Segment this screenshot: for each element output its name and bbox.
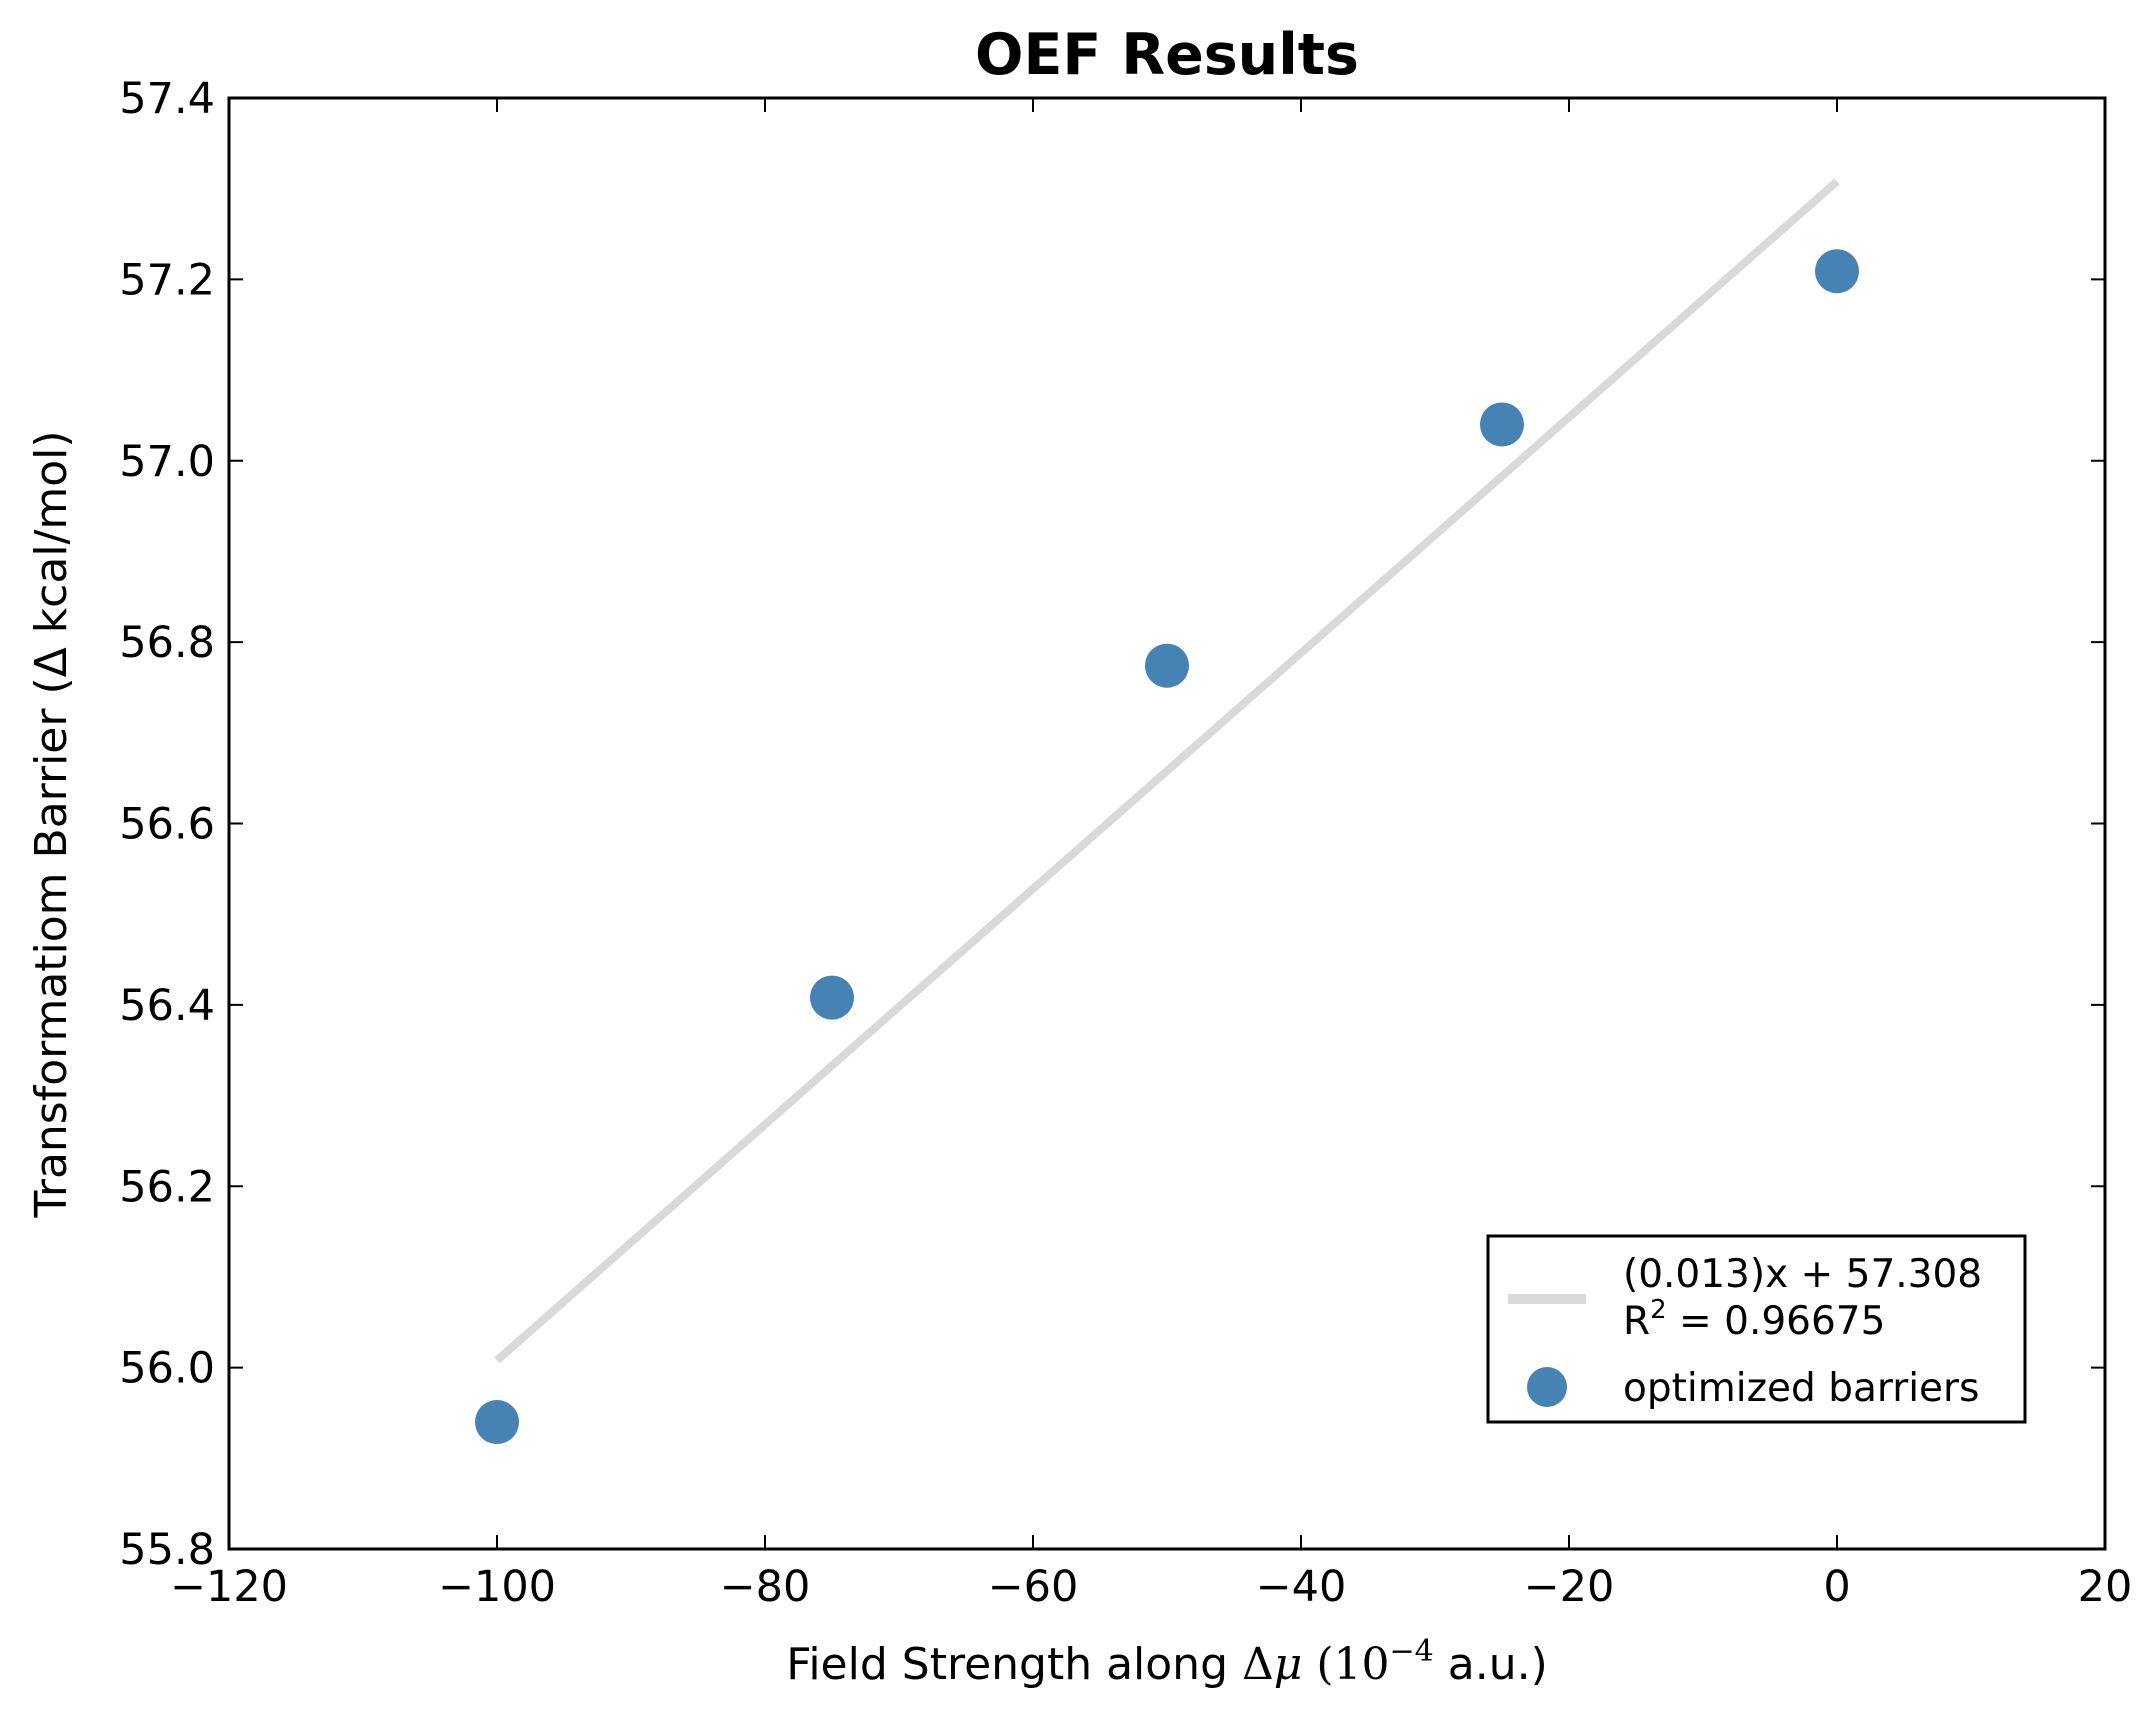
x-axis-label-base: 10	[1334, 1639, 1390, 1690]
y-tick-label: 56.6	[119, 800, 215, 850]
axes-frame	[227, 96, 2107, 1551]
x-tick-label: −40	[1256, 1562, 1347, 1612]
x-tick-label: −120	[170, 1562, 288, 1612]
legend: (0.013)x + 57.308 R2 = 0.96675 optimized…	[1486, 1234, 2027, 1424]
data-point	[1145, 643, 1189, 688]
legend-scatter-label: optimized barriers	[1623, 1366, 1979, 1411]
y-tick-label: 57.2	[119, 255, 215, 305]
legend-r-value: = 0.96675	[1667, 1299, 1886, 1344]
legend-r-superscript: 2	[1650, 1295, 1667, 1325]
y-tick-label: 57.0	[119, 437, 215, 487]
fit-line	[494, 178, 1840, 1364]
x-axis-label-suffix: a.u.)	[1434, 1639, 1548, 1690]
x-tick-label: −20	[1524, 1562, 1615, 1612]
y-tick-label: 56.2	[119, 1162, 215, 1212]
data-point	[475, 1400, 519, 1445]
y-tick-label: 56.4	[119, 981, 215, 1031]
x-axis-label-paren: (	[1302, 1639, 1333, 1690]
x-axis-label-delta: Δ	[1242, 1639, 1274, 1690]
x-tick-label: −100	[438, 1562, 556, 1612]
x-tick-label: −60	[988, 1562, 1079, 1612]
x-axis-label-prefix: Field Strength along	[786, 1639, 1242, 1690]
legend-scatter-marker	[1527, 1367, 1567, 1407]
x-axis-ticks: −120 −100 −80 −60 −40 −20 0 20	[170, 98, 2132, 1612]
legend-fit-r-squared: R2 = 0.96675	[1623, 1295, 1885, 1344]
x-axis-label-exponent: −4	[1390, 1634, 1434, 1669]
chart-title: OEF Results	[975, 22, 1359, 88]
legend-r-letter: R	[1623, 1299, 1650, 1344]
plot-area	[475, 178, 1859, 1445]
data-point	[810, 975, 854, 1020]
legend-fit-equation: (0.013)x + 57.308	[1623, 1252, 1982, 1297]
x-axis-label-mu: μ	[1274, 1639, 1303, 1690]
x-tick-label: 0	[1823, 1562, 1850, 1612]
y-tick-label: 57.4	[119, 74, 215, 124]
y-tick-label: 56.0	[119, 1344, 215, 1394]
x-axis-label: Field Strength along Δμ (10−4 a.u.)	[786, 1634, 1548, 1690]
legend-box	[1486, 1234, 2027, 1424]
y-axis-ticks: 55.8 56.0 56.2 56.4 56.6 56.8 57.0 57.2 57.4	[119, 74, 2105, 1575]
x-tick-label: 20	[2078, 1562, 2133, 1612]
y-tick-label: 55.8	[119, 1525, 215, 1575]
data-point	[1815, 249, 1859, 294]
y-tick-label: 56.8	[119, 618, 215, 668]
x-tick-label: −80	[720, 1562, 811, 1612]
data-point	[1480, 402, 1524, 447]
y-axis-label: Transformatiom Barrier (Δ kcal/mol)	[26, 430, 77, 1218]
